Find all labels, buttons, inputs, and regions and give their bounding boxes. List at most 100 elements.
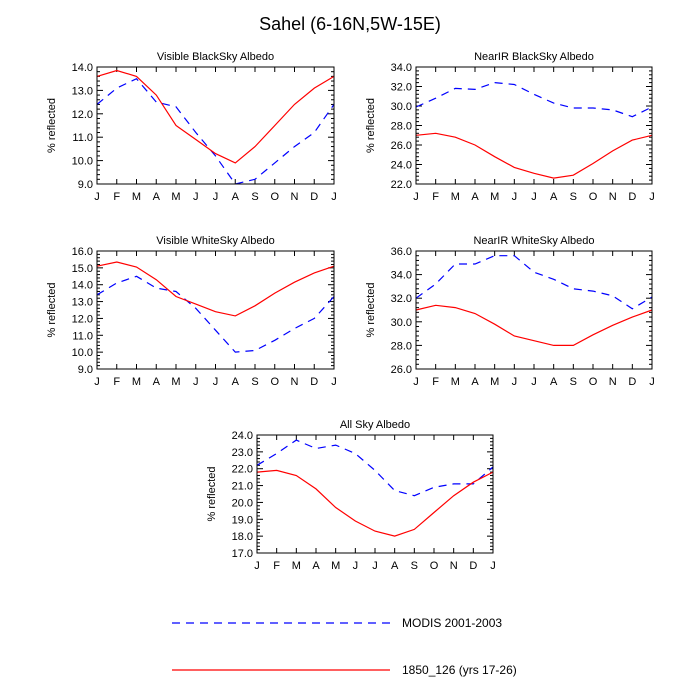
y-tick-label: 10.0 [72, 347, 93, 359]
page-title: Sahel (6-16N,5W-15E) [259, 14, 441, 34]
x-tick-label: D [310, 376, 318, 388]
y-tick-label: 24.0 [232, 430, 253, 442]
x-tick-label: S [570, 376, 577, 388]
x-tick-label: N [291, 191, 299, 203]
y-tick-label: 32.0 [391, 293, 412, 305]
model-series-line [415, 304, 653, 346]
x-tick-label: D [310, 191, 318, 203]
y-tick-label: 12.0 [72, 109, 93, 121]
x-tick-label: M [171, 191, 180, 203]
x-tick-label: A [312, 560, 320, 572]
y-tick-label: 30.0 [391, 101, 412, 113]
x-tick-label: J [531, 376, 537, 388]
modis-series-line [96, 275, 335, 353]
model-series-line [96, 261, 335, 317]
x-tick-label: A [153, 191, 161, 203]
x-tick-label: O [589, 376, 598, 388]
chart-title: NearIR BlackSky Albedo [474, 51, 594, 63]
x-tick-label: D [628, 376, 636, 388]
x-tick-label: A [471, 376, 479, 388]
x-tick-label: D [628, 191, 636, 203]
y-tick-label: 21.0 [232, 481, 253, 493]
y-tick-label: 28.0 [391, 121, 412, 133]
x-tick-label: J [372, 560, 378, 572]
x-tick-label: J [512, 191, 518, 203]
plot-frame [256, 434, 494, 554]
chart-title: All Sky Albedo [340, 419, 410, 431]
x-tick-label: F [113, 191, 120, 203]
x-tick-label: N [609, 191, 617, 203]
y-tick-label: 17.0 [232, 548, 253, 560]
y-tick-label: 28.0 [391, 340, 412, 352]
y-tick-label: 12.0 [72, 313, 93, 325]
x-tick-label: N [609, 376, 617, 388]
y-tick-label: 15.0 [72, 263, 93, 275]
y-tick-label: 13.0 [72, 85, 93, 97]
model-series-line [415, 132, 653, 179]
x-tick-label: J [512, 376, 518, 388]
x-tick-label: S [411, 560, 418, 572]
chart-title: Visible BlackSky Albedo [157, 51, 274, 63]
y-tick-label: 34.0 [391, 62, 412, 74]
x-tick-label: J [213, 191, 219, 203]
y-tick-label: 26.0 [391, 140, 412, 152]
x-tick-label: O [270, 191, 279, 203]
x-tick-label: A [153, 376, 161, 388]
y-tick-label: 11.0 [72, 132, 93, 144]
y-tick-label: 34.0 [391, 270, 412, 282]
y-axis-label: % reflected [46, 282, 58, 337]
y-tick-label: 9.0 [78, 179, 93, 191]
x-tick-label: D [469, 560, 477, 572]
x-tick-label: M [331, 560, 340, 572]
x-tick-label: N [450, 560, 458, 572]
y-tick-label: 14.0 [72, 280, 93, 292]
y-axis-label: % reflected [206, 466, 218, 521]
y-tick-label: 14.0 [72, 62, 93, 74]
x-tick-label: M [292, 560, 301, 572]
legend-model-label: 1850_126 (yrs 17-26) [402, 663, 517, 677]
x-tick-label: J [331, 376, 337, 388]
y-tick-label: 9.0 [78, 364, 93, 376]
x-tick-label: A [471, 191, 479, 203]
chart-title: NearIR WhiteSky Albedo [473, 235, 594, 247]
y-tick-label: 30.0 [391, 317, 412, 329]
model-series-line [96, 69, 335, 164]
model-series-line [256, 469, 494, 537]
x-tick-label: M [490, 376, 499, 388]
x-tick-label: S [570, 191, 577, 203]
x-tick-label: M [451, 376, 460, 388]
x-tick-label: M [451, 191, 460, 203]
x-tick-label: F [113, 376, 120, 388]
y-axis-label: % reflected [365, 282, 377, 337]
x-tick-label: F [432, 376, 439, 388]
x-tick-label: J [94, 191, 100, 203]
plot-frame [96, 250, 335, 370]
x-tick-label: A [391, 560, 399, 572]
x-tick-label: J [331, 191, 337, 203]
x-tick-label: A [232, 191, 240, 203]
y-tick-label: 22.0 [391, 179, 412, 191]
x-tick-label: O [589, 191, 598, 203]
x-tick-label: S [251, 191, 258, 203]
chart-title: Visible WhiteSky Albedo [156, 235, 274, 247]
x-tick-label: J [413, 191, 419, 203]
x-tick-label: M [171, 376, 180, 388]
modis-series-line [415, 255, 653, 310]
x-tick-label: O [270, 376, 279, 388]
x-tick-label: J [490, 560, 496, 572]
x-tick-label: A [550, 376, 558, 388]
x-tick-label: J [649, 376, 655, 388]
x-tick-label: S [251, 376, 258, 388]
x-tick-label: A [232, 376, 240, 388]
legend-modis-label: MODIS 2001-2003 [402, 616, 502, 630]
y-tick-label: 16.0 [72, 246, 93, 258]
x-tick-label: J [213, 376, 219, 388]
x-tick-label: M [490, 191, 499, 203]
y-tick-label: 18.0 [232, 531, 253, 543]
x-tick-label: J [649, 191, 655, 203]
legend: MODIS 2001-2003 1850_126 (yrs 17-26) [172, 616, 517, 677]
